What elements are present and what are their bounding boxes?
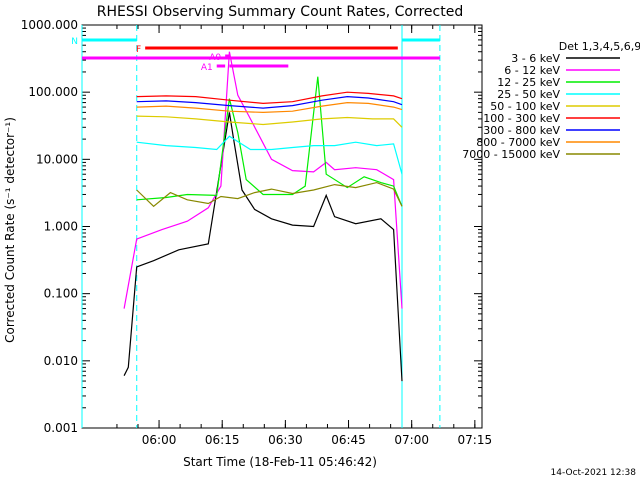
series-line bbox=[136, 76, 403, 207]
legend-label: 50 - 100 keV bbox=[490, 100, 560, 113]
series-line bbox=[123, 112, 403, 382]
y-tick-label: 10.000 bbox=[36, 152, 78, 166]
legend-label: 300 - 800 keV bbox=[483, 124, 560, 137]
x-tick-label: 07:15 bbox=[458, 433, 493, 447]
legend-title: Det 1,3,4,5,6,9 bbox=[559, 40, 640, 53]
flag-bar-label: F bbox=[136, 45, 141, 55]
legend-label: 3 - 6 keV bbox=[511, 52, 560, 65]
x-tick-label: 06:15 bbox=[205, 433, 240, 447]
series-line bbox=[136, 91, 403, 105]
chart-title: RHESSI Observing Summary Count Rates, Co… bbox=[97, 4, 463, 20]
legend-label: 7000 - 15000 keV bbox=[462, 148, 560, 161]
x-tick-label: 07:00 bbox=[394, 433, 429, 447]
legend-label: 100 - 300 keV bbox=[483, 112, 560, 125]
y-tick-label: 0.010 bbox=[44, 354, 78, 368]
series-line bbox=[136, 101, 403, 114]
series-line bbox=[136, 115, 403, 128]
y-tick-label: 1000.000 bbox=[21, 18, 78, 32]
legend-label: 12 - 25 keV bbox=[497, 76, 560, 89]
series-line bbox=[123, 51, 403, 309]
series-line bbox=[136, 181, 403, 208]
legend-label: 800 - 7000 keV bbox=[476, 136, 560, 149]
flag-bar-label: A0 bbox=[209, 53, 221, 63]
series-line bbox=[136, 135, 403, 175]
x-tick-label: 06:00 bbox=[142, 433, 177, 447]
flag-bar-label: A1 bbox=[201, 63, 213, 73]
plot-frame bbox=[81, 24, 483, 429]
date-stamp: 14-Oct-2021 12:38 bbox=[551, 468, 637, 478]
y-tick-label: 100.000 bbox=[28, 85, 78, 99]
flag-bar-label: N bbox=[71, 37, 78, 47]
series-line bbox=[136, 95, 403, 109]
y-tick-label: 0.001 bbox=[44, 421, 78, 435]
x-axis-label: Start Time (18-Feb-11 05:46:42) bbox=[183, 455, 377, 469]
x-tick-label: 06:45 bbox=[331, 433, 366, 447]
y-tick-label: 0.100 bbox=[44, 287, 78, 301]
legend-label: 25 - 50 keV bbox=[497, 88, 560, 101]
y-axis-label: Corrected Count Rate (s⁻¹ detector⁻¹) bbox=[3, 117, 17, 343]
legend-label: 6 - 12 keV bbox=[504, 64, 560, 77]
y-tick-label: 1.000 bbox=[44, 220, 78, 234]
x-tick-label: 06:30 bbox=[268, 433, 303, 447]
